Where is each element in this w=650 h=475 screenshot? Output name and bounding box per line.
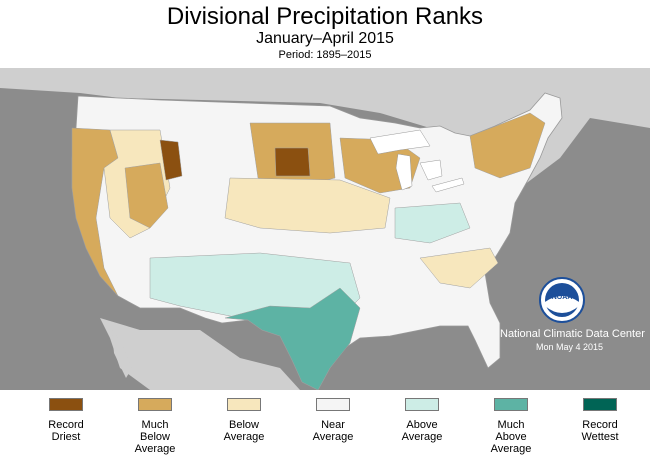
midwest-region xyxy=(224,177,391,234)
legend-swatch xyxy=(49,398,83,411)
us-divisions-map: NOAA xyxy=(0,68,650,390)
map-header: Divisional Precipitation Ranks January–A… xyxy=(0,0,650,68)
legend-swatch xyxy=(583,398,617,411)
legend-label: Near Average xyxy=(312,419,354,443)
lake-huron xyxy=(419,159,443,181)
legend-item: Much Below Average xyxy=(110,398,200,455)
noaa-logo xyxy=(539,277,585,323)
credit-block: National Climatic Data Center Mon May 4 … xyxy=(500,328,650,354)
southeast-region xyxy=(419,247,499,289)
baja-land xyxy=(112,330,132,378)
ohio-valley-wet-region xyxy=(394,202,471,244)
legend-label: Much Above Average xyxy=(490,419,532,455)
legend-label: Record Wettest xyxy=(581,419,619,443)
texas-much-wet-region xyxy=(224,287,361,390)
nevada-dry-region xyxy=(124,162,169,229)
lake-superior xyxy=(369,129,431,155)
noaa-logo-text: NOAA xyxy=(552,294,573,301)
legend-swatch xyxy=(405,398,439,411)
legend-item: Much Above Average xyxy=(466,398,556,455)
legend-label: Below Average xyxy=(223,419,265,443)
credit-date: Mon May 4 2015 xyxy=(536,342,604,352)
map-subtitle: January–April 2015 xyxy=(256,30,394,47)
legend-label: Much Below Average xyxy=(134,419,176,455)
south-dakota-record-driest xyxy=(274,147,311,177)
legend-swatch xyxy=(316,398,350,411)
legend-label: Above Average xyxy=(401,419,443,443)
legend-item: Below Average xyxy=(199,398,289,443)
northeast-dry-region xyxy=(469,112,546,179)
credit-agency: National Climatic Data Center xyxy=(500,328,645,340)
legend: Record Driest Much Below Average Below Ave… xyxy=(0,398,650,475)
legend-item: Near Average xyxy=(288,398,378,443)
map-title: Divisional Precipitation Ranks xyxy=(166,3,484,30)
legend-item: Record Wettest xyxy=(555,398,645,443)
legend-swatch xyxy=(494,398,528,411)
noaa-logo-bird-icon xyxy=(545,296,579,313)
legend-item: Above Average xyxy=(377,398,467,443)
precipitation-map: NOAA xyxy=(0,68,650,390)
lake-erie xyxy=(431,177,465,193)
legend-swatch xyxy=(138,398,172,411)
lake-michigan xyxy=(395,153,413,191)
legend-label: Record Driest xyxy=(48,419,84,443)
map-period: Period: 1895–2015 xyxy=(278,49,372,61)
legend-item: Record Driest xyxy=(21,398,111,443)
legend-swatch xyxy=(227,398,261,411)
idaho-record-driest xyxy=(159,139,183,181)
mexico-land xyxy=(100,318,300,390)
